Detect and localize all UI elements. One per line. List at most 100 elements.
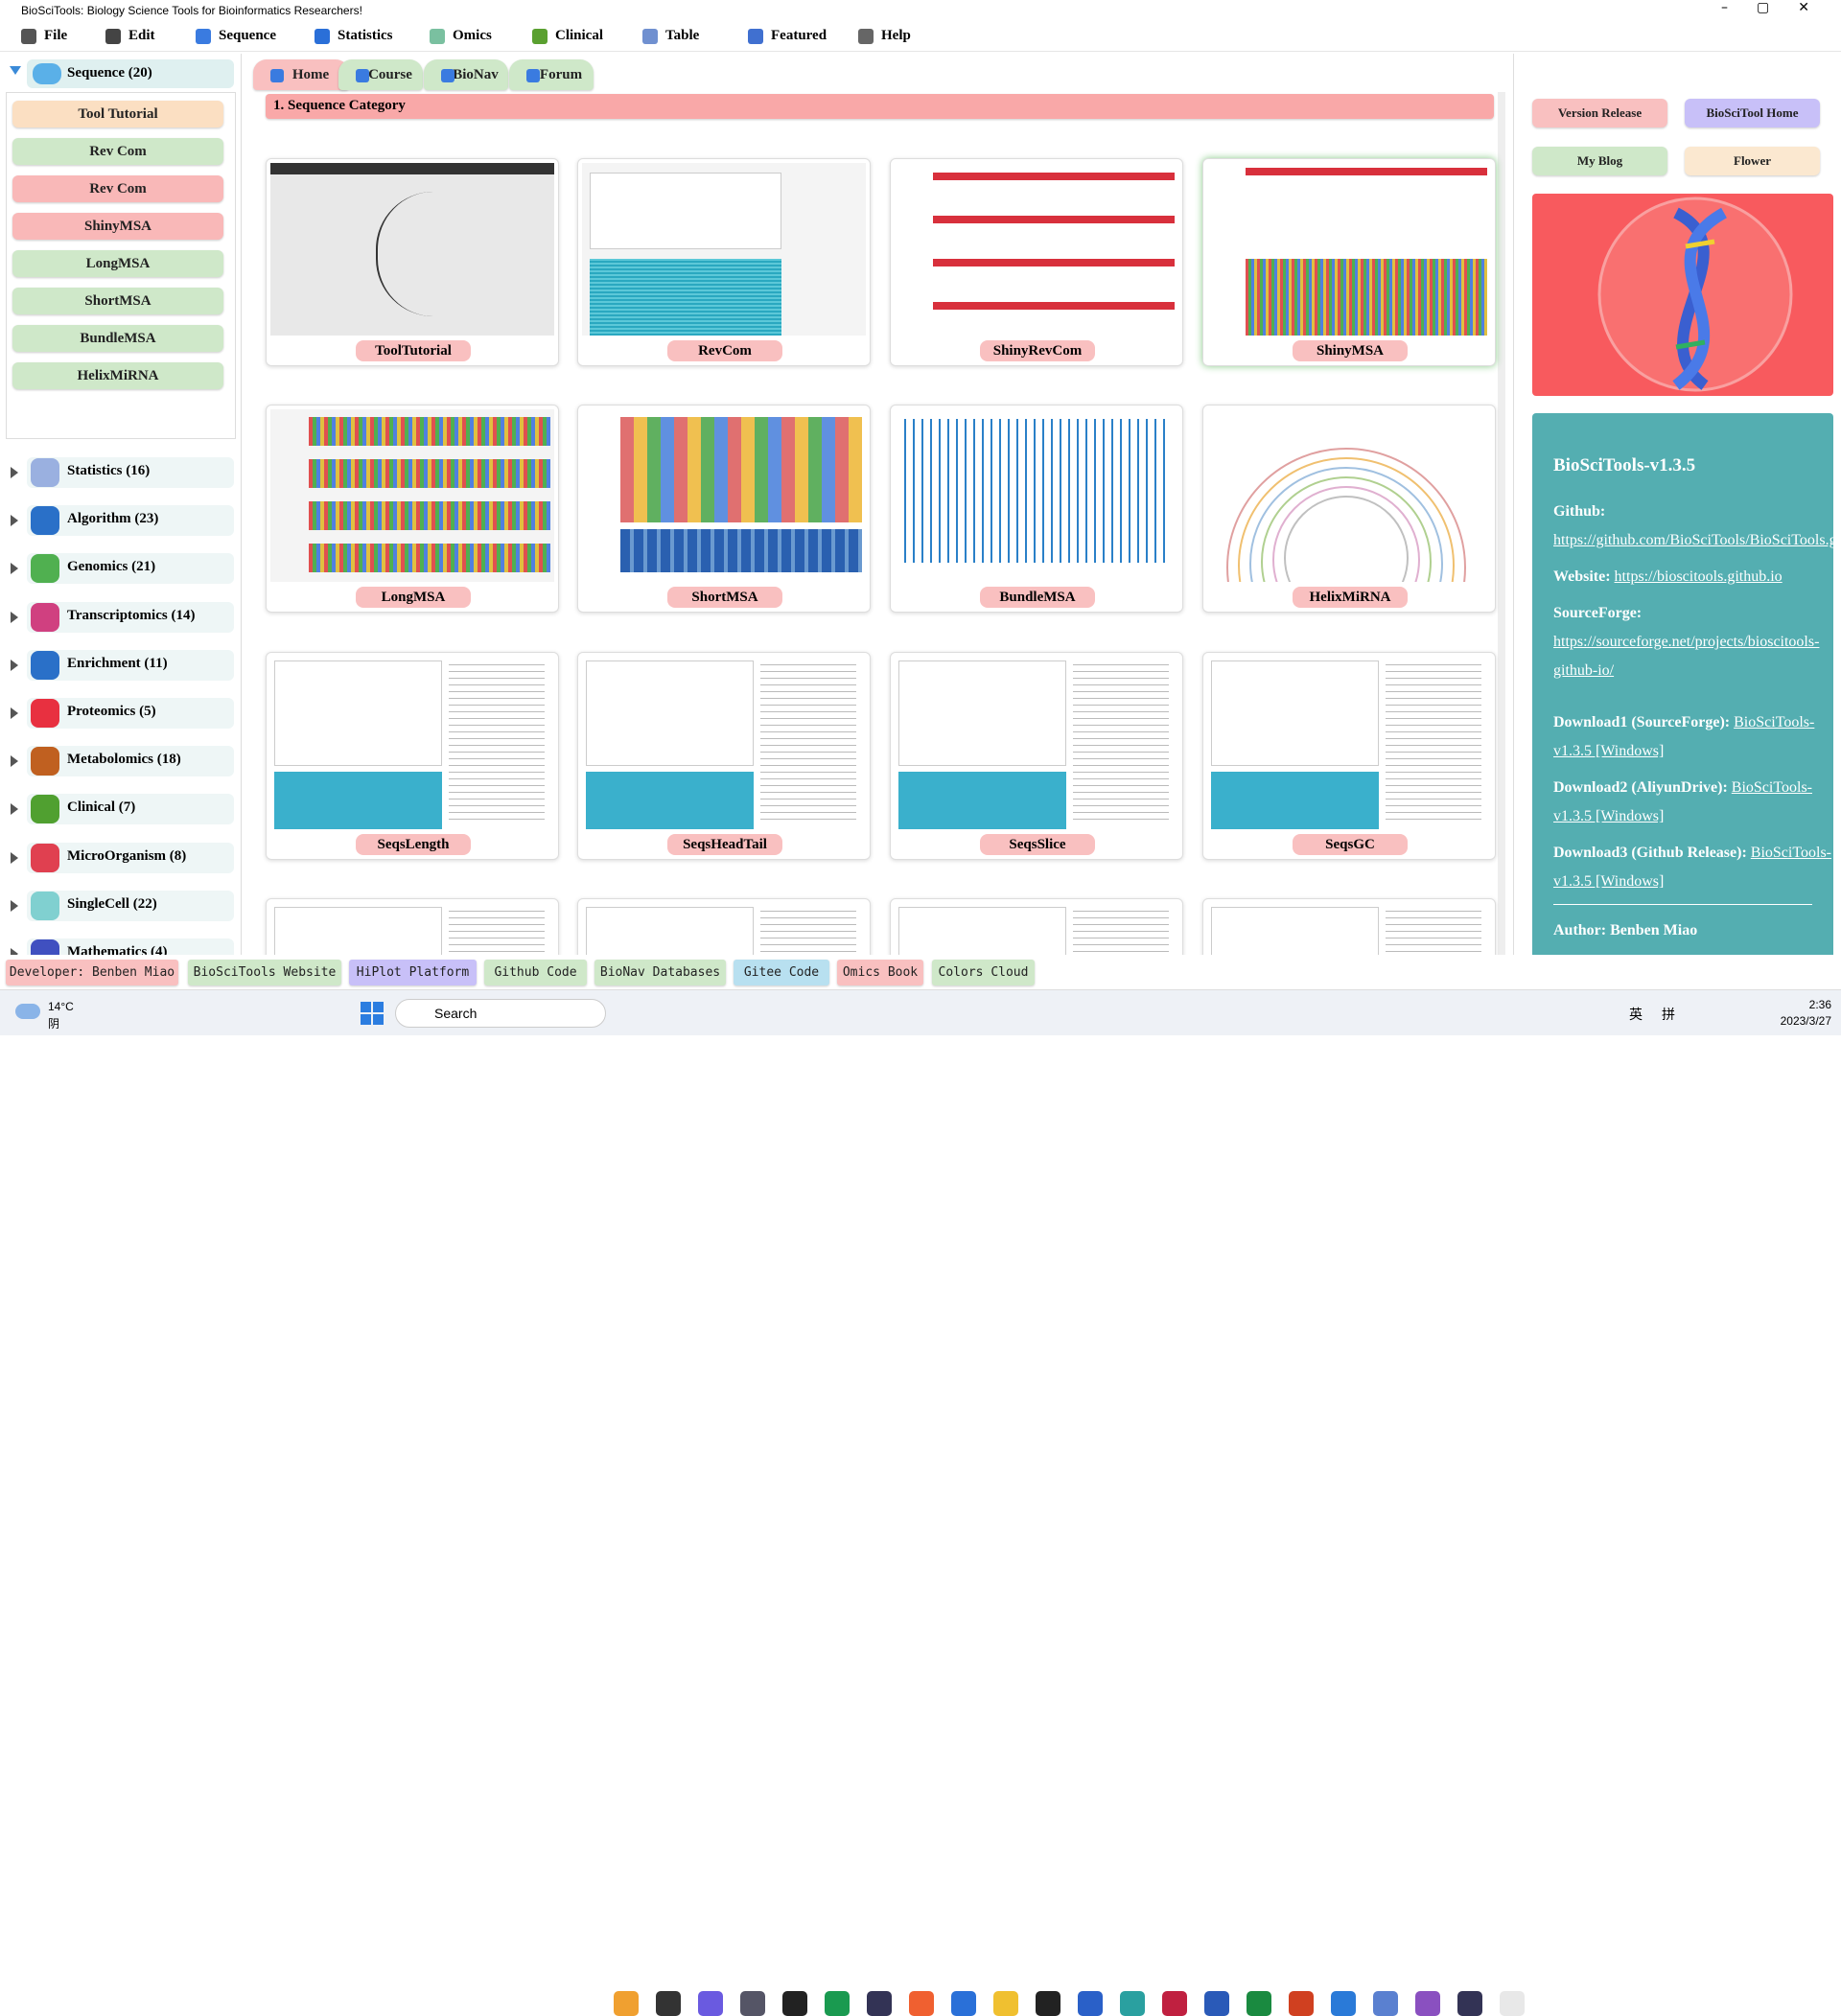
taskbar-app[interactable]	[782, 1991, 807, 2016]
menu-item[interactable]: Sequence	[219, 28, 276, 43]
app-card[interactable]	[577, 898, 871, 955]
tab[interactable]: Course	[338, 59, 423, 90]
card-label[interactable]: ShinyMSA	[1293, 340, 1408, 361]
app-card[interactable]: BundleMSA	[890, 405, 1183, 613]
menu-item[interactable]: Table	[665, 28, 700, 43]
group-row[interactable]: Transcriptomics (14)	[27, 601, 234, 633]
tab[interactable]: BioNav	[424, 59, 508, 90]
app-card[interactable]: ShinyRevCom	[890, 158, 1183, 366]
footer-button[interactable]: Gitee Code	[734, 960, 829, 985]
app-card[interactable]: LongMSA	[266, 405, 559, 613]
taskbar-app[interactable]	[1036, 1991, 1060, 2016]
sidebar-item[interactable]: Rev Com	[12, 175, 223, 202]
link-button[interactable]: BioSciTool Home	[1685, 99, 1820, 127]
app-card[interactable]: SeqsHeadTail	[577, 652, 871, 860]
tab[interactable]: Home	[253, 59, 349, 90]
group-row[interactable]: Metabolomics (18)	[27, 746, 234, 777]
taskbar-app[interactable]	[1331, 1991, 1356, 2016]
sidebar-item[interactable]: Rev Com	[12, 138, 223, 165]
taskbar-app[interactable]	[1078, 1991, 1103, 2016]
info-link[interactable]: BioSciTools-v1.3.5 [Windows]	[1553, 714, 1815, 759]
taskbar-app[interactable]	[951, 1991, 976, 2016]
sidebar-item[interactable]: ShinyMSA	[12, 213, 223, 240]
group-row[interactable]: Genomics (21)	[27, 553, 234, 585]
taskbar-app[interactable]	[1457, 1991, 1482, 2016]
menu-item[interactable]: Edit	[128, 28, 155, 43]
sidebar-item[interactable]: BundleMSA	[12, 325, 223, 352]
card-label[interactable]: SeqsSlice	[980, 834, 1095, 855]
info-link[interactable]: https://bioscitools.github.io	[1614, 568, 1783, 585]
app-card[interactable]: RevCom	[577, 158, 871, 366]
link-button[interactable]: Version Release	[1532, 99, 1667, 127]
info-link[interactable]: BioSciTools-v1.3.5 [Windows]	[1553, 779, 1812, 824]
footer-button[interactable]: Omics Book	[837, 960, 923, 985]
taskbar-app[interactable]	[1204, 1991, 1229, 2016]
app-card[interactable]: ShortMSA	[577, 405, 871, 613]
footer-button[interactable]: Github Code	[484, 960, 587, 985]
footer-button[interactable]: Colors Cloud	[932, 960, 1035, 985]
card-label[interactable]: ToolTutorial	[356, 340, 471, 361]
taskbar-app[interactable]	[656, 1991, 681, 2016]
sidebar-item[interactable]: LongMSA	[12, 250, 223, 277]
taskbar-app[interactable]	[1289, 1991, 1314, 2016]
menu-item[interactable]: Omics	[453, 28, 492, 43]
card-label[interactable]: SeqsHeadTail	[667, 834, 782, 855]
taskbar-app[interactable]	[867, 1991, 892, 2016]
footer-button[interactable]: HiPlot Platform	[349, 960, 477, 985]
taskbar-app[interactable]	[825, 1991, 850, 2016]
link-button[interactable]: Flower	[1685, 147, 1820, 175]
app-card[interactable]: SeqsGC	[1202, 652, 1496, 860]
window-controls[interactable]: –▢✕	[1721, 0, 1838, 15]
menu-item[interactable]: Help	[881, 28, 911, 43]
menu-item[interactable]: File	[44, 28, 68, 43]
group-row[interactable]: Mathematics (4)	[27, 938, 234, 955]
card-label[interactable]: HelixMiRNA	[1293, 587, 1408, 608]
sidebar-item[interactable]: ShortMSA	[12, 288, 223, 314]
card-label[interactable]: ShinyRevCom	[980, 340, 1095, 361]
app-card[interactable]: ToolTutorial	[266, 158, 559, 366]
info-link[interactable]: https://github.com/BioSciTools/BioSciToo…	[1553, 532, 1833, 548]
info-link[interactable]: BioSciTools-v1.3.5 [Windows]	[1553, 845, 1831, 890]
app-card[interactable]	[1202, 898, 1496, 955]
group-row[interactable]: Enrichment (11)	[27, 649, 234, 681]
app-card[interactable]: HelixMiRNA	[1202, 405, 1496, 613]
taskbar-app[interactable]	[614, 1991, 639, 2016]
card-label[interactable]: SeqsLength	[356, 834, 471, 855]
card-label[interactable]: BundleMSA	[980, 587, 1095, 608]
taskbar-app[interactable]	[1500, 1991, 1525, 2016]
taskbar-app[interactable]	[993, 1991, 1018, 2016]
app-card[interactable]: SeqsSlice	[890, 652, 1183, 860]
ime-lang[interactable]: 英	[1629, 1007, 1643, 1022]
footer-button[interactable]: BioNav Databases	[594, 960, 726, 985]
group-header[interactable]: Sequence (20)	[27, 59, 234, 88]
taskbar-app[interactable]	[909, 1991, 934, 2016]
taskbar-app[interactable]	[1247, 1991, 1271, 2016]
app-card[interactable]: ShinyMSA	[1202, 158, 1496, 366]
group-row[interactable]: Algorithm (23)	[27, 505, 234, 537]
footer-button[interactable]: Developer: Benben Miao	[6, 960, 178, 985]
card-label[interactable]: RevCom	[667, 340, 782, 361]
taskbar-app[interactable]	[1373, 1991, 1398, 2016]
card-label[interactable]: LongMSA	[356, 587, 471, 608]
group-row[interactable]: MicroOrganism (8)	[27, 842, 234, 873]
app-card[interactable]: SeqsLength	[266, 652, 559, 860]
taskbar-app[interactable]	[1415, 1991, 1440, 2016]
search-box[interactable]: Search	[395, 999, 606, 1028]
menu-item[interactable]: Clinical	[555, 28, 604, 43]
taskbar-app[interactable]	[740, 1991, 765, 2016]
menu-item[interactable]: Featured	[771, 28, 827, 43]
app-card[interactable]	[266, 898, 559, 955]
link-button[interactable]: My Blog	[1532, 147, 1667, 175]
tab[interactable]: Forum	[509, 59, 594, 90]
app-card[interactable]	[890, 898, 1183, 955]
ime-mode[interactable]: 拼	[1662, 1007, 1675, 1022]
card-label[interactable]: SeqsGC	[1293, 834, 1408, 855]
footer-button[interactable]: BioSciTools Website	[188, 960, 341, 985]
group-row[interactable]: Clinical (7)	[27, 794, 234, 825]
group-row[interactable]: SingleCell (22)	[27, 890, 234, 921]
sidebar-item[interactable]: Tool Tutorial	[12, 101, 223, 127]
group-row[interactable]: Proteomics (5)	[27, 698, 234, 729]
menu-item[interactable]: Statistics	[338, 28, 393, 43]
taskbar-app[interactable]	[1162, 1991, 1187, 2016]
taskbar-app[interactable]	[698, 1991, 723, 2016]
